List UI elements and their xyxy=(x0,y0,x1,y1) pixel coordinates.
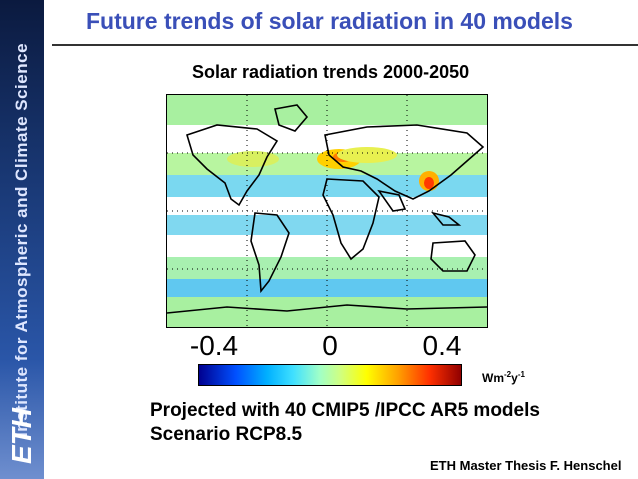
colorbar-units: Wm-2y-1 xyxy=(482,370,525,385)
slide-title: Future trends of solar radiation in 40 m… xyxy=(86,8,573,34)
trend-map xyxy=(166,94,488,328)
units-exponent-1: -2 xyxy=(504,370,512,379)
map-title: Solar radiation trends 2000-2050 xyxy=(192,62,470,82)
colorbar-label-mid: 0 xyxy=(322,330,338,361)
units-mid: y xyxy=(511,371,518,385)
colorbar-tick-labels: -0.4 0 0.4 xyxy=(190,330,462,364)
units-base: Wm xyxy=(482,371,504,385)
colorbar-label-min: -0.4 xyxy=(189,330,239,361)
sidebar-banner: Institute for Atmospheric and Climate Sc… xyxy=(0,0,44,479)
subtitle-scenario: Scenario RCP8.5 xyxy=(150,424,303,445)
eth-logo: ETH xyxy=(4,401,40,471)
title-divider xyxy=(52,44,638,46)
eth-logo-text: ETH xyxy=(6,408,37,464)
footer-credit: ETH Master Thesis F. Henschel xyxy=(430,458,622,473)
subtitle-models: Projected with 40 CMIP5 /IPCC AR5 models xyxy=(150,400,540,421)
colorbar-label-max: 0.4 xyxy=(422,330,462,361)
world-map-image xyxy=(167,95,487,327)
units-exponent-2: -1 xyxy=(517,370,525,379)
colorbar xyxy=(198,364,462,386)
